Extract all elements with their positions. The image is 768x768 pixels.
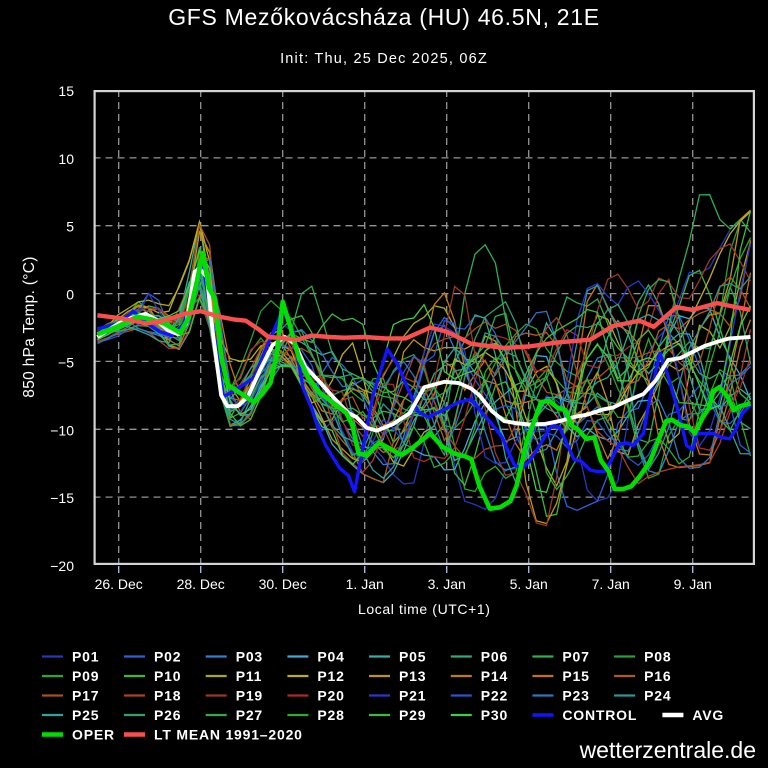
svg-text:P18: P18 (154, 688, 181, 704)
svg-text:P21: P21 (399, 688, 426, 704)
svg-text:30. Dec: 30. Dec (259, 576, 307, 592)
svg-text:wetterzentrale.de: wetterzentrale.de (579, 737, 756, 763)
svg-text:P26: P26 (154, 707, 181, 723)
svg-text:28. Dec: 28. Dec (177, 576, 225, 592)
svg-text:P07: P07 (562, 649, 589, 665)
svg-text:P23: P23 (562, 688, 589, 704)
svg-text:15: 15 (58, 83, 74, 99)
svg-text:−5: −5 (58, 354, 74, 370)
svg-text:P10: P10 (154, 668, 181, 684)
svg-text:P04: P04 (317, 649, 344, 665)
svg-text:AVG: AVG (692, 707, 724, 723)
svg-text:P17: P17 (72, 688, 99, 704)
svg-text:7. Jan: 7. Jan (592, 576, 630, 592)
svg-text:P16: P16 (644, 668, 671, 684)
svg-text:GFS Mezőkovácsháza (HU) 46.5N,: GFS Mezőkovácsháza (HU) 46.5N, 21E (168, 4, 600, 30)
svg-text:P24: P24 (644, 688, 671, 704)
svg-text:0: 0 (66, 287, 74, 303)
svg-text:Local time (UTC+1): Local time (UTC+1) (358, 601, 491, 617)
svg-text:−20: −20 (50, 558, 74, 574)
svg-text:OPER: OPER (72, 727, 115, 743)
svg-text:1. Jan: 1. Jan (346, 576, 384, 592)
svg-text:P03: P03 (236, 649, 263, 665)
svg-text:3. Jan: 3. Jan (428, 576, 466, 592)
svg-text:P20: P20 (317, 688, 344, 704)
svg-text:CONTROL: CONTROL (562, 707, 637, 723)
svg-text:P01: P01 (72, 649, 99, 665)
svg-text:P29: P29 (399, 707, 426, 723)
svg-text:P06: P06 (481, 649, 508, 665)
svg-text:P15: P15 (562, 668, 589, 684)
svg-text:850 hPa Temp. (°C): 850 hPa Temp. (°C) (21, 256, 38, 397)
svg-text:P19: P19 (236, 688, 263, 704)
svg-text:P09: P09 (72, 668, 99, 684)
svg-text:5. Jan: 5. Jan (510, 576, 548, 592)
svg-text:P28: P28 (317, 707, 344, 723)
svg-text:−15: −15 (50, 490, 74, 506)
svg-text:26. Dec: 26. Dec (95, 576, 143, 592)
svg-text:10: 10 (58, 151, 74, 167)
svg-text:P12: P12 (317, 668, 344, 684)
svg-text:LT MEAN 1991–2020: LT MEAN 1991–2020 (154, 727, 303, 743)
svg-text:P02: P02 (154, 649, 181, 665)
svg-text:P05: P05 (399, 649, 426, 665)
svg-text:P22: P22 (481, 688, 508, 704)
svg-text:P11: P11 (236, 668, 263, 684)
svg-text:P13: P13 (399, 668, 426, 684)
svg-text:9. Jan: 9. Jan (674, 576, 712, 592)
svg-text:P27: P27 (236, 707, 263, 723)
svg-text:P14: P14 (481, 668, 508, 684)
svg-text:−10: −10 (50, 422, 74, 438)
svg-text:5: 5 (66, 219, 74, 235)
svg-text:Init: Thu, 25 Dec 2025, 06Z: Init: Thu, 25 Dec 2025, 06Z (280, 51, 488, 67)
svg-text:P30: P30 (481, 707, 508, 723)
svg-text:P08: P08 (644, 649, 671, 665)
svg-text:P25: P25 (72, 707, 99, 723)
